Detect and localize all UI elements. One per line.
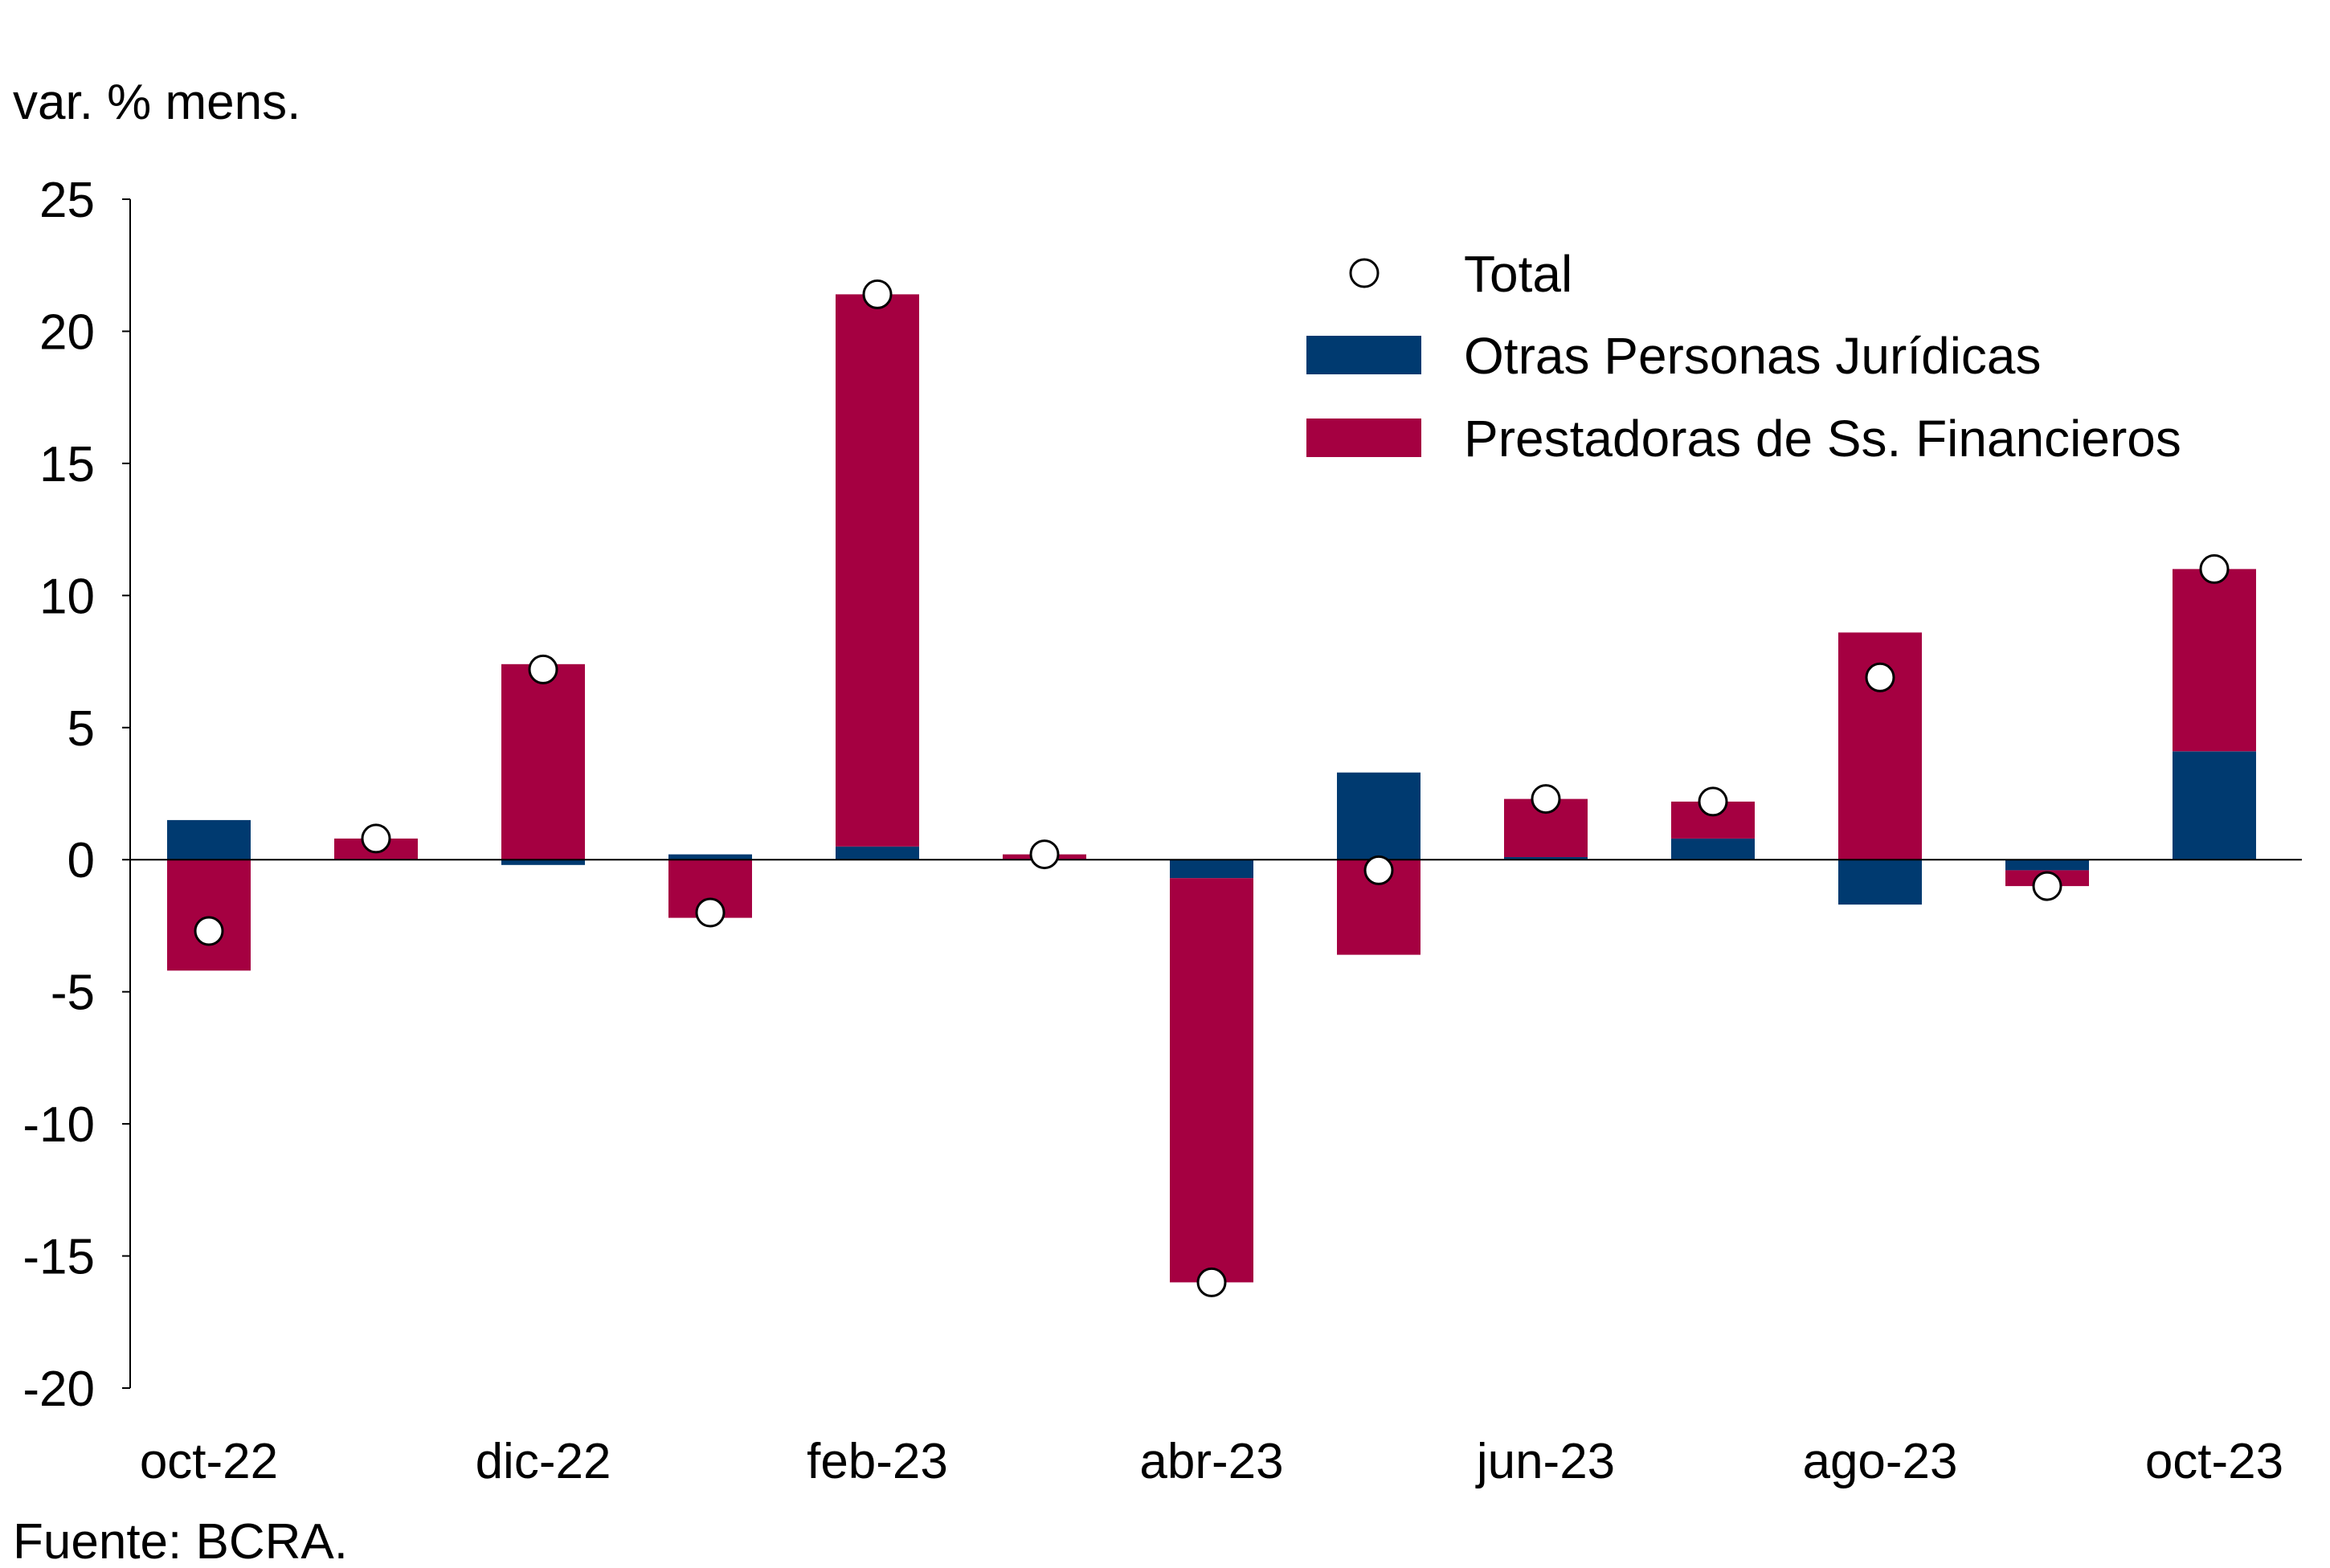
total-marker-mar-23 (1029, 839, 1060, 870)
bar-otras-personas-juridicas-sep-23 (2005, 860, 2089, 871)
legend-swatch-otras-personas-juridicas (1306, 336, 1421, 374)
legend-label: Total (1464, 245, 1572, 303)
bar-prestadoras-ss-financieros-dic-22 (501, 664, 585, 860)
y-tick-label: 15 (39, 437, 95, 492)
total-markers-layer (194, 279, 2230, 1297)
total-marker-oct-23 (2199, 553, 2230, 584)
x-tick-label: dic-22 (476, 1434, 611, 1489)
x-tick-label: jun-23 (1475, 1434, 1615, 1489)
total-marker-sep-23 (2032, 871, 2062, 901)
total-marker-jul-23 (1698, 786, 1728, 817)
x-tick-label: oct-23 (2145, 1434, 2283, 1489)
total-marker-jun-23 (1531, 784, 1561, 815)
y-unit-label: var. % mens. (13, 75, 300, 130)
y-tick-label: -5 (51, 966, 95, 1021)
y-tick-label: 25 (39, 173, 95, 228)
legend-label: Otras Personas Jurídicas (1464, 327, 2042, 385)
bar-otras-personas-juridicas-ago-23 (1838, 860, 1922, 905)
legend-swatch-prestadoras-ss-financieros (1306, 419, 1421, 457)
total-marker-ago-23 (1865, 662, 1895, 692)
y-tick-label: -10 (22, 1097, 95, 1153)
bar-otras-personas-juridicas-oct-23 (2173, 751, 2256, 860)
bar-prestadoras-ss-financieros-feb-23 (836, 294, 919, 847)
total-marker-feb-23 (862, 279, 893, 309)
y-tick-label: -20 (22, 1362, 95, 1417)
bar-otras-personas-juridicas-feb-23 (836, 846, 919, 860)
bar-otras-personas-juridicas-ene-23 (668, 854, 752, 860)
y-tick-label: 0 (67, 833, 95, 888)
bar-prestadoras-ss-financieros-oct-23 (2173, 569, 2256, 752)
bar-otras-personas-juridicas-may-23 (1337, 772, 1420, 860)
y-tick-label: 5 (67, 701, 95, 757)
x-tick-label: abr-23 (1139, 1434, 1283, 1489)
y-tick-label: 20 (39, 304, 95, 360)
y-tick-label: 10 (39, 569, 95, 624)
bar-otras-personas-juridicas-abr-23 (1170, 860, 1253, 879)
legend: Total Otras Personas Jurídicas Prestadoras… (1306, 245, 2181, 468)
total-marker-oct-22 (194, 916, 224, 946)
x-tick-label: ago-23 (1802, 1434, 1957, 1489)
axes-layer: 25 20 15 10 5 0 -5 -10 -15 -20 oct-22 dic-22 feb-23 a… (22, 173, 2302, 1489)
bar-prestadoras-ss-financieros-abr-23 (1170, 878, 1253, 1283)
y-tick-label: -15 (22, 1230, 95, 1285)
total-marker-nov-22 (361, 823, 391, 854)
bar-otras-personas-juridicas-jul-23 (1671, 838, 1755, 860)
bar-otras-personas-juridicas-dic-22 (501, 860, 585, 865)
bar-prestadoras-ss-financieros-oct-22 (167, 860, 251, 971)
x-tick-label: feb-23 (807, 1434, 948, 1489)
source-note: Fuente: BCRA. (13, 1514, 348, 1564)
total-marker-may-23 (1363, 855, 1394, 885)
bar-otras-personas-juridicas-oct-22 (167, 819, 251, 860)
legend-label: Prestadoras de Ss. Financieros (1464, 410, 2181, 468)
legend-total-swatch (1349, 258, 1380, 288)
total-marker-abr-23 (1196, 1267, 1227, 1297)
total-marker-dic-22 (528, 654, 558, 684)
bar-otras-personas-juridicas-jun-23 (1504, 856, 1588, 860)
x-tick-label: oct-22 (140, 1434, 278, 1489)
total-marker-ene-23 (695, 897, 726, 928)
